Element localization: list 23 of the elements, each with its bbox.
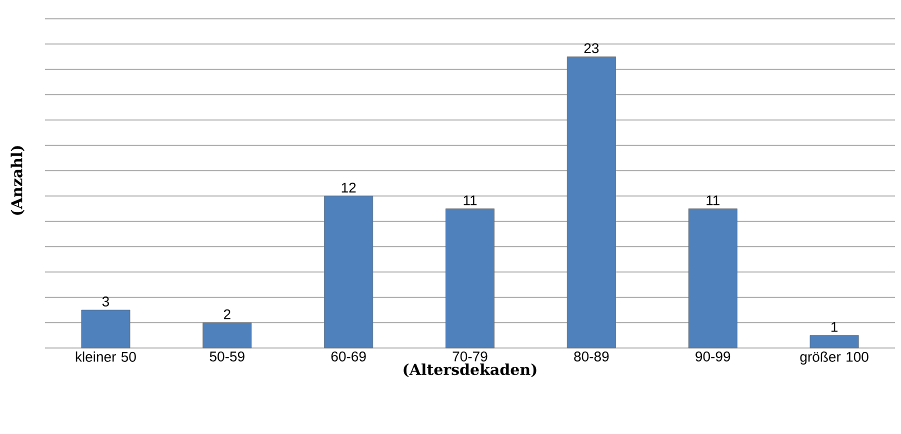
x-tick-label: größer 100 (800, 352, 868, 365)
bar (688, 208, 738, 348)
data-label: 11 (464, 196, 477, 206)
data-label: 11 (706, 196, 720, 206)
x-tick-label: 70-79 (452, 352, 488, 362)
x-tick-label: 90-99 (696, 352, 730, 362)
x-tick-label: 50-59 (210, 352, 244, 362)
x-tick-label: 60-69 (331, 352, 366, 362)
x-axis-title: (Altersdekaden) (404, 363, 536, 378)
data-label: 3 (102, 296, 109, 306)
data-label: 23 (584, 43, 599, 54)
bar (81, 310, 130, 348)
x-tick-label: kleiner 50 (76, 352, 136, 362)
bar (446, 208, 494, 348)
y-axis-title: (Anzahl) (10, 146, 24, 215)
data-label: 1 (831, 322, 838, 332)
x-tick-label: 80-89 (574, 352, 609, 362)
bar (324, 196, 374, 348)
data-label: 2 (224, 309, 230, 320)
data-label: 12 (342, 182, 356, 192)
bar (810, 335, 859, 348)
bar (566, 56, 616, 348)
bar (202, 322, 252, 348)
